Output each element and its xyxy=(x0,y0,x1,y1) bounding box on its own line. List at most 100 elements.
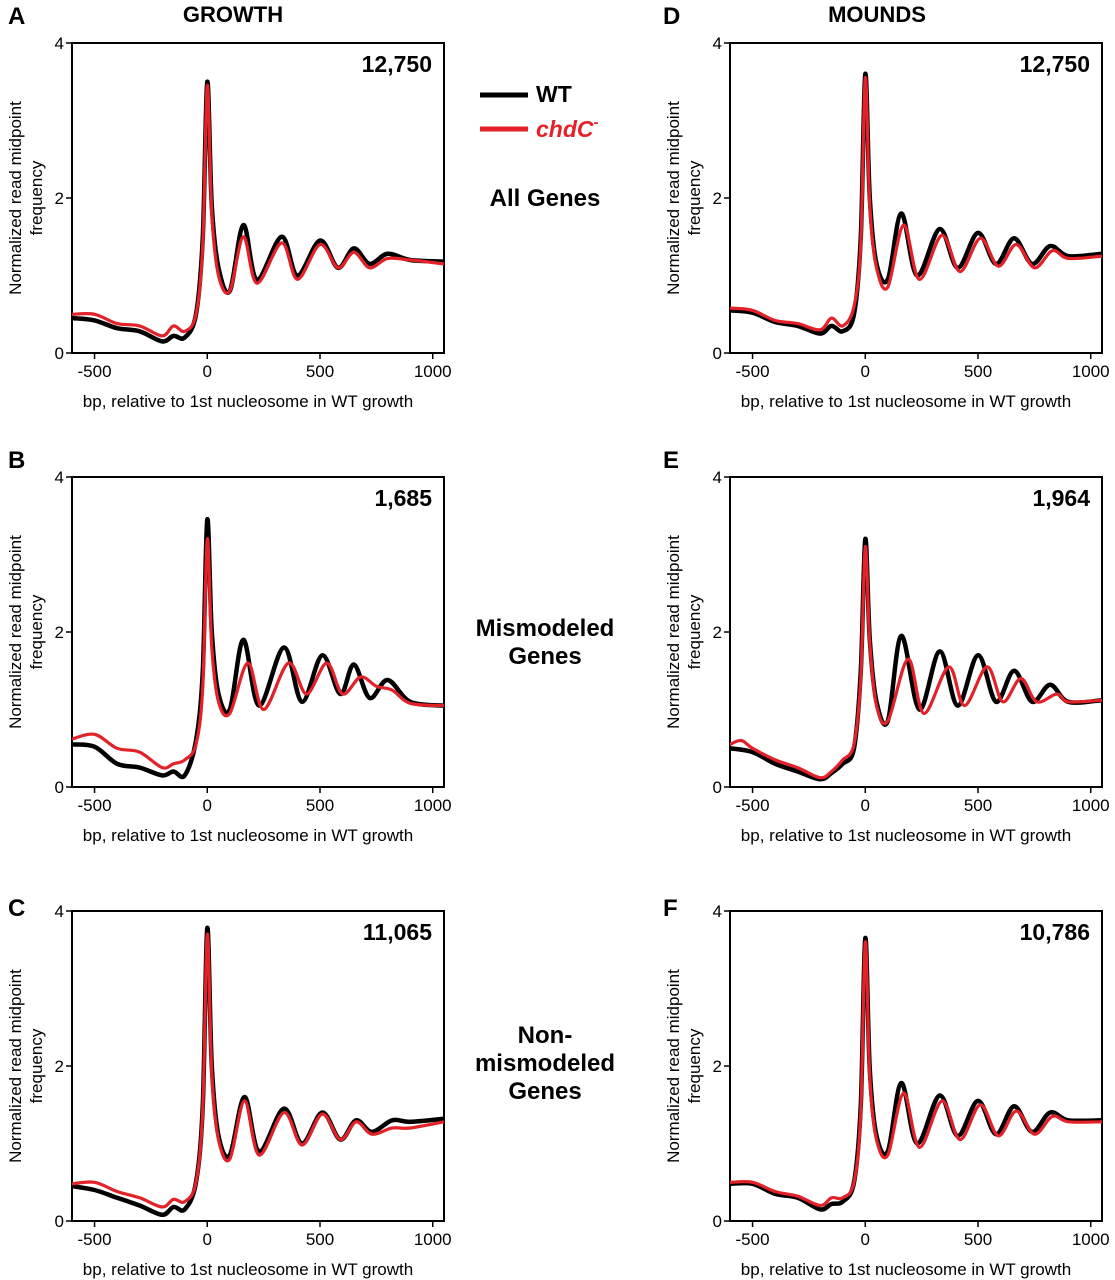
series-line-chdc xyxy=(72,537,444,770)
plot-frame xyxy=(71,910,445,1222)
chart-panel-a: -500 0 500 1000 0 2 4 bp, relative to 1st nucle… xyxy=(6,34,452,411)
panel-letter: C xyxy=(8,895,25,922)
x-tick-label: 500 xyxy=(964,796,992,815)
y-tick-label: 0 xyxy=(713,344,722,363)
y-tick-label: 4 xyxy=(713,902,722,921)
row-label-non-mismodeled-genes: Non-mismodeled Genes xyxy=(475,1022,615,1105)
series-line-chdc xyxy=(72,83,444,338)
gene-count-label: 11,065 xyxy=(363,919,432,945)
x-tick-label: 500 xyxy=(964,1230,992,1249)
series-line-wt xyxy=(72,79,444,344)
legend-label-chdc: chdC- xyxy=(536,114,599,142)
y-tick-label: 2 xyxy=(55,1057,64,1076)
chart-panel-d: -500 0 500 1000 0 2 4 bp, relative to 1st nucle… xyxy=(664,34,1110,411)
x-tick-label: 1000 xyxy=(414,1230,452,1249)
y-tick-label: 4 xyxy=(55,34,64,53)
y-tick-label: 4 xyxy=(55,468,64,487)
column-title-growth: GROWTH xyxy=(183,2,283,27)
y-axis-label: Normalized read midpoint frequency xyxy=(664,101,704,295)
x-axis-label: bp, relative to 1st nucleosome in WT gro… xyxy=(741,1260,1071,1279)
x-axis-label: bp, relative to 1st nucleosome in WT gro… xyxy=(741,392,1071,411)
plot-frame xyxy=(71,42,445,354)
series-line-chdc xyxy=(730,76,1102,332)
chart-panel-c: -500 0 500 1000 0 2 4 bp, relative to 1st nucle… xyxy=(6,902,452,1279)
chart-panel-f: -500 0 500 1000 0 2 4 bp, relative to 1st nucle… xyxy=(664,902,1110,1279)
y-axis-label: Normalized read midpoint frequency xyxy=(664,969,704,1163)
series-line-wt xyxy=(730,536,1102,782)
plot-frame xyxy=(729,910,1103,1222)
x-tick-label: 500 xyxy=(306,362,334,381)
chart-panel-b: -500 0 500 1000 0 2 4 bp, relative to 1st nucle… xyxy=(6,468,452,845)
gene-count-label: 12,750 xyxy=(1020,51,1090,77)
x-tick-label: 0 xyxy=(861,362,870,381)
y-tick-label: 0 xyxy=(713,778,722,797)
panels: -500 0 500 1000 0 2 4 bp, relative to 1st nucle… xyxy=(6,34,1110,1279)
x-tick-label: 0 xyxy=(203,796,212,815)
panel-letter: B xyxy=(8,447,25,474)
x-tick-label: -500 xyxy=(78,1230,112,1249)
x-tick-label: -500 xyxy=(736,796,770,815)
gene-count-label: 1,685 xyxy=(374,485,432,511)
series-line-chdc xyxy=(730,940,1102,1208)
x-axis-label: bp, relative to 1st nucleosome in WT gro… xyxy=(83,1260,413,1279)
x-tick-label: 500 xyxy=(306,1230,334,1249)
x-tick-label: -500 xyxy=(78,796,112,815)
series-line-chdc xyxy=(730,545,1102,780)
x-tick-label: -500 xyxy=(736,1230,770,1249)
gene-count-label: 10,786 xyxy=(1020,919,1090,945)
gene-count-label: 12,750 xyxy=(362,51,432,77)
y-tick-label: 2 xyxy=(713,623,722,642)
x-tick-label: 0 xyxy=(861,1230,870,1249)
x-tick-label: -500 xyxy=(78,362,112,381)
panel-letter: A xyxy=(8,3,25,30)
x-tick-label: 0 xyxy=(203,1230,212,1249)
y-tick-label: 2 xyxy=(713,189,722,208)
y-axis-label: Normalized read midpoint frequency xyxy=(6,969,46,1163)
panel-letter: E xyxy=(663,447,679,474)
x-axis-label: bp, relative to 1st nucleosome in WT gro… xyxy=(83,392,413,411)
y-axis-label: Normalized read midpoint frequency xyxy=(6,101,46,295)
x-tick-label: 500 xyxy=(964,362,992,381)
plot-frame xyxy=(729,42,1103,354)
row-label-mismodeled-genes: Mismodeled Genes xyxy=(476,615,615,670)
x-tick-label: 1000 xyxy=(1072,796,1110,815)
panel-letter: F xyxy=(663,895,678,922)
row-label-all-genes: All Genes xyxy=(490,185,601,212)
x-tick-label: 1000 xyxy=(414,362,452,381)
series-line-wt xyxy=(72,517,444,780)
legend-label-wt: WT xyxy=(536,81,572,107)
y-tick-label: 4 xyxy=(713,468,722,487)
y-tick-label: 0 xyxy=(55,778,64,797)
y-axis-label: Normalized read midpoint frequency xyxy=(6,535,46,729)
x-tick-label: 1000 xyxy=(1072,362,1110,381)
series-line-wt xyxy=(730,71,1102,336)
legend: WT chdC- xyxy=(480,81,599,142)
x-tick-label: 1000 xyxy=(1072,1230,1110,1249)
y-axis-label: Normalized read midpoint frequency xyxy=(664,535,704,729)
y-tick-label: 0 xyxy=(55,1212,64,1231)
series-line-wt xyxy=(730,935,1102,1212)
y-tick-label: 2 xyxy=(55,623,64,642)
plot-frame xyxy=(71,476,445,788)
gene-count-label: 1,964 xyxy=(1032,485,1090,511)
x-axis-label: bp, relative to 1st nucleosome in WT gro… xyxy=(741,826,1071,845)
chart-panel-e: -500 0 500 1000 0 2 4 bp, relative to 1st nucle… xyxy=(664,468,1110,845)
x-tick-label: 1000 xyxy=(414,796,452,815)
y-tick-label: 0 xyxy=(713,1212,722,1231)
plot-frame xyxy=(729,476,1103,788)
x-tick-label: 500 xyxy=(306,796,334,815)
x-axis-label: bp, relative to 1st nucleosome in WT gro… xyxy=(83,826,413,845)
x-tick-label: 0 xyxy=(861,796,870,815)
y-tick-label: 0 xyxy=(55,344,64,363)
y-tick-label: 4 xyxy=(55,902,64,921)
x-tick-label: 0 xyxy=(203,362,212,381)
series-line-wt xyxy=(72,925,444,1218)
y-tick-label: 4 xyxy=(713,34,722,53)
x-tick-label: -500 xyxy=(736,362,770,381)
series-line-chdc xyxy=(72,932,444,1209)
y-tick-label: 2 xyxy=(713,1057,722,1076)
y-tick-label: 2 xyxy=(55,189,64,208)
panel-letter: D xyxy=(663,3,680,30)
column-title-mounds: MOUNDS xyxy=(828,2,926,27)
